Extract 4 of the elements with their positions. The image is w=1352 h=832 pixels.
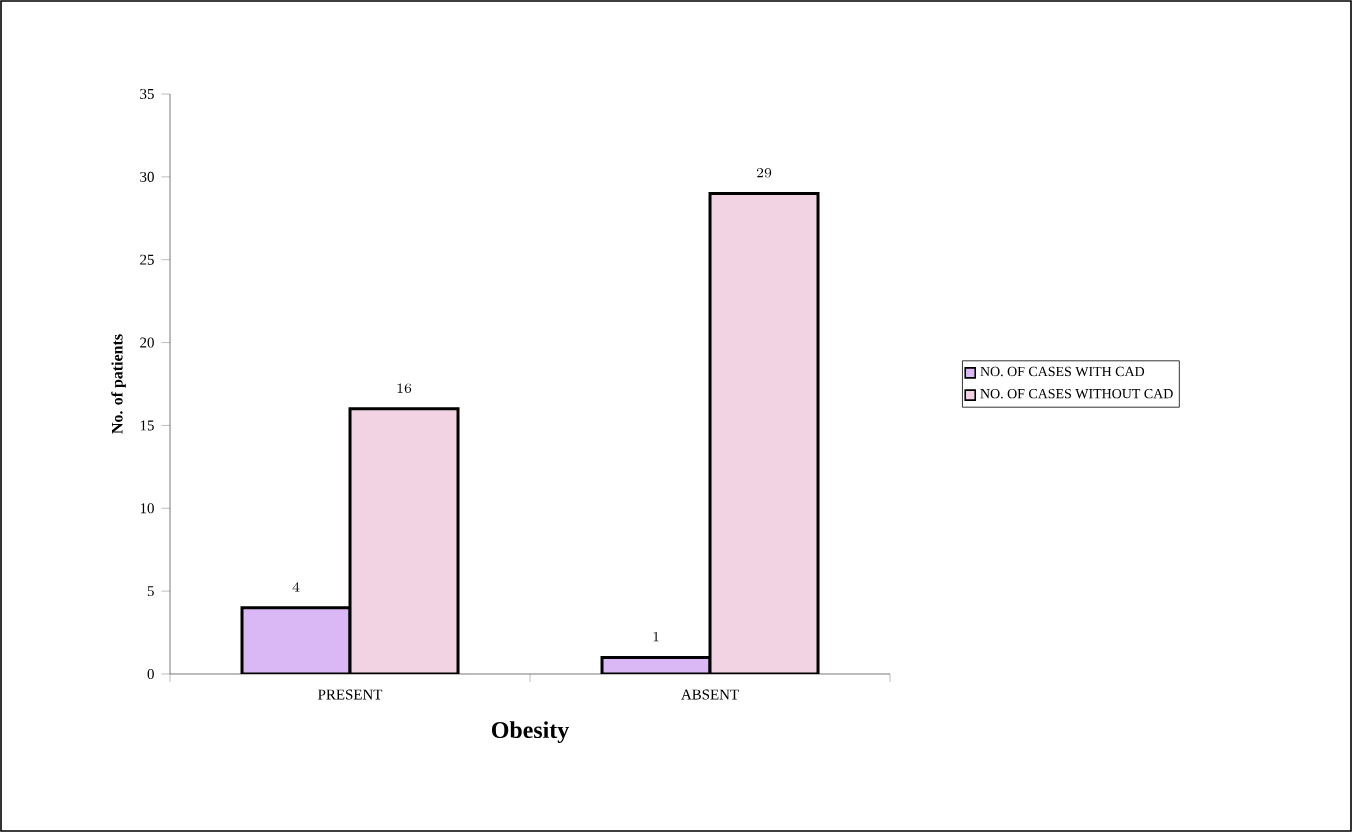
bar <box>708 191 820 674</box>
x-axis-title: Obesity <box>491 721 569 744</box>
bar <box>348 407 460 674</box>
bar <box>240 606 352 674</box>
